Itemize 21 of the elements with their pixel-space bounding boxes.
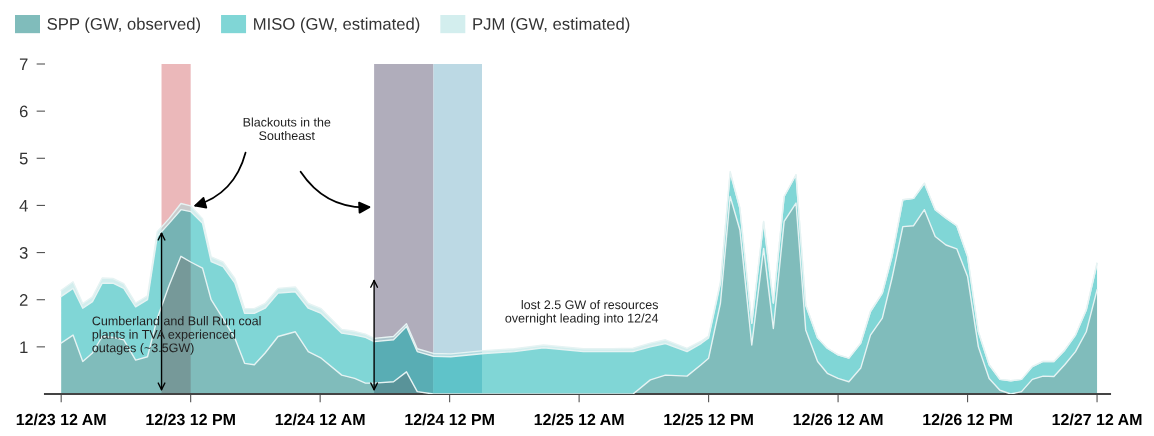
x-tick-label: 12/23 12 AM (16, 413, 106, 426)
x-tick-label: 12/25 12 PM (664, 413, 753, 426)
y-tick-label: 4 (19, 200, 28, 212)
y-tick-label: 3 (19, 246, 28, 259)
annotation: lost 2.5 GW of resources overnight leading into 12/24 (505, 299, 659, 326)
legend-label: PJM (GW, estimated) (473, 17, 630, 34)
x-tick-label: 12/26 12 AM (793, 413, 883, 426)
x-tick-label: 12/24 12 PM (405, 413, 494, 426)
y-tick-label: 5 (19, 152, 28, 165)
y-tick-label: 6 (19, 105, 28, 118)
y-tick-label: 2 (19, 294, 28, 306)
legend-label: MISO (GW, estimated) (254, 17, 420, 34)
y-tick-label: 1 (20, 341, 28, 353)
x-tick-label: 12/24 12 AM (275, 413, 365, 426)
x-tick-label: 12/23 12 PM (146, 413, 235, 426)
y-tick-label: 7 (19, 58, 28, 71)
x-tick-label: 12/26 12 PM (923, 413, 1012, 426)
x-tick-label: 12/27 12 AM (1052, 413, 1142, 426)
legend-label: SPP (GW, observed) (47, 17, 201, 34)
annotation: Blackouts in the Southeast (243, 117, 331, 141)
x-tick-label: 12/25 12 AM (534, 413, 624, 426)
